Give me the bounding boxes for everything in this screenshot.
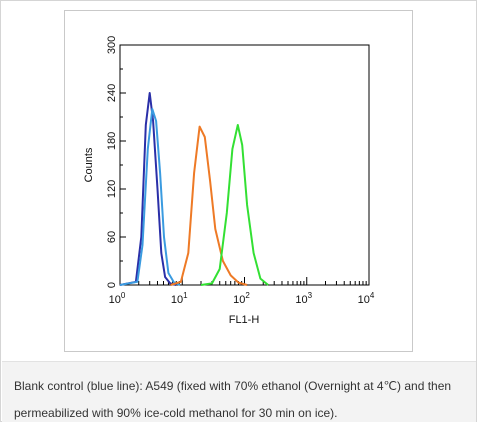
y-axis-title: Counts: [83, 147, 95, 182]
y-tick-label: 180: [106, 132, 118, 150]
y-tick-label: 0: [106, 282, 118, 288]
figure-box: [64, 10, 413, 352]
caption-area: Blank control (blue line): A549 (fixed w…: [2, 361, 476, 422]
y-tick-label: 240: [106, 84, 118, 102]
y-tick-label: 60: [106, 231, 118, 243]
x-tick-label: 101: [171, 291, 188, 306]
x-tick-label: 104: [358, 291, 375, 306]
x-tick-label: 103: [295, 291, 312, 306]
histogram-series-line: [170, 125, 248, 286]
y-tick-label: 300: [106, 36, 118, 54]
flow-cytometry-histogram: 100 101 102 103 104 0 60 120 180 240 300 Counts F…: [83, 36, 375, 326]
x-axis-title: FL1-H: [229, 314, 260, 326]
histogram-series-line: [119, 108, 181, 286]
x-tick-label: 102: [233, 291, 250, 306]
x-tick-label: 100: [109, 291, 126, 306]
histogram-series-line: [200, 124, 269, 286]
figure-caption: Blank control (blue line): A549 (fixed w…: [14, 379, 452, 420]
y-tick-label: 120: [106, 180, 118, 198]
histogram-series-line: [119, 92, 177, 286]
